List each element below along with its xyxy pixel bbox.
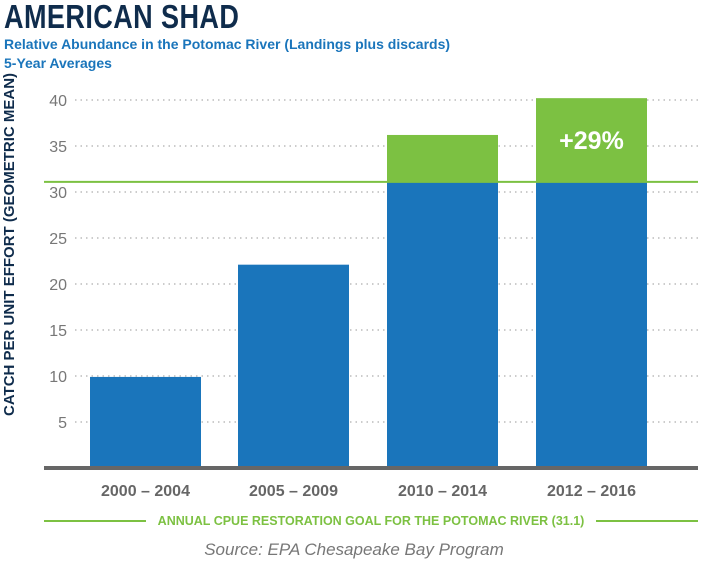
bar-above-goal [387, 134, 498, 182]
y-tick-label: 20 [49, 277, 67, 294]
goal-legend-label: ANNUAL CPUE RESTORATION GOAL FOR THE POT… [157, 514, 585, 528]
bar-chart: 5 10 15 20 25 30 35 40 2000 – 2004 2005 – 2009 201… [44, 93, 698, 500]
bar [387, 181, 498, 468]
x-tick-label: 2010 – 2014 [398, 483, 487, 500]
y-tick-label: 30 [49, 185, 67, 202]
y-tick-label: 40 [49, 93, 67, 110]
y-tick-label: 35 [49, 139, 67, 156]
goal-legend: ANNUAL CPUE RESTORATION GOAL FOR THE POT… [44, 514, 699, 528]
chart-subtitle: Relative Abundance in the Potomac River … [4, 36, 451, 52]
bar-above-goal [536, 98, 647, 182]
chart-subtitle-2: 5-Year Averages [4, 55, 112, 71]
y-tick-label: 5 [58, 415, 67, 432]
chart-title: AMERICAN SHAD [4, 0, 240, 35]
x-tick-label: 2012 – 2016 [547, 483, 636, 500]
legend-line-left [44, 520, 146, 522]
source-note: Source: EPA Chesapeake Bay Program [204, 540, 504, 559]
percent-annotation: +29% [559, 127, 624, 155]
bar [90, 376, 201, 468]
y-tick-label: 25 [49, 231, 67, 248]
bar [536, 181, 647, 468]
legend-line-right [596, 520, 699, 522]
bar [238, 264, 349, 468]
y-tick-label: 10 [49, 369, 67, 386]
x-tick-label: 2005 – 2009 [249, 483, 338, 500]
y-tick-label: 15 [49, 323, 67, 340]
x-tick-label: 2000 – 2004 [101, 483, 190, 500]
